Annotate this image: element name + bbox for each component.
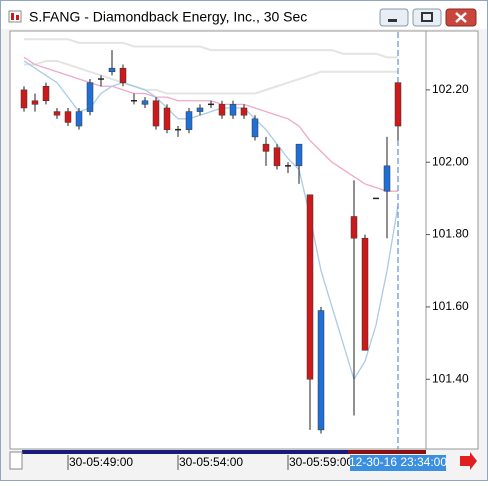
cursor-label-bg bbox=[350, 455, 446, 471]
y-tick-label: 101.80 bbox=[432, 227, 469, 241]
candle-body bbox=[273, 147, 281, 167]
app-icon bbox=[8, 10, 22, 23]
candle-body bbox=[108, 67, 116, 73]
candle-body bbox=[361, 237, 369, 351]
candle-body bbox=[86, 82, 94, 112]
y-tick-label: 102.00 bbox=[432, 154, 469, 168]
candle-body bbox=[152, 100, 160, 127]
candle-body bbox=[306, 194, 314, 380]
candle-body bbox=[383, 165, 391, 192]
y-tick-label: 101.40 bbox=[432, 371, 469, 385]
candle-body bbox=[262, 143, 270, 152]
candle-body bbox=[163, 107, 171, 130]
scroll-box[interactable] bbox=[9, 451, 23, 470]
candle-body bbox=[141, 100, 149, 105]
close-button[interactable] bbox=[445, 8, 477, 27]
candle-body bbox=[75, 111, 83, 127]
candle-body bbox=[240, 107, 248, 116]
candle-body bbox=[20, 89, 28, 109]
candle-body bbox=[394, 82, 402, 127]
candle-body bbox=[251, 118, 259, 138]
candle-body bbox=[42, 86, 50, 101]
candle-body bbox=[196, 107, 204, 112]
candle-body bbox=[64, 111, 72, 123]
window-title: S.FANG - Diamondback Energy, Inc., 30 Se… bbox=[29, 9, 307, 25]
x-tick-label: 30-05:49:00 bbox=[69, 455, 133, 469]
x-tick-label: 30-05:59:00 bbox=[289, 455, 353, 469]
x-tick-label: 30-05:54:00 bbox=[179, 455, 243, 469]
scrollbar-thumb[interactable] bbox=[22, 450, 348, 454]
indicator-line bbox=[24, 59, 398, 95]
candle-body bbox=[53, 111, 61, 116]
indicator-line bbox=[23, 60, 399, 381]
indicator-line bbox=[24, 38, 398, 59]
maximize-button[interactable] bbox=[412, 8, 442, 27]
candle-body bbox=[185, 111, 193, 130]
candle-body bbox=[350, 216, 358, 239]
candle-body bbox=[317, 310, 325, 431]
candle-body bbox=[119, 67, 127, 83]
minimize-button[interactable] bbox=[379, 8, 409, 27]
candle-body bbox=[295, 143, 303, 167]
candle-body bbox=[229, 104, 237, 116]
candle-body bbox=[218, 104, 226, 116]
y-tick-label: 101.60 bbox=[432, 299, 469, 313]
scroll-right-arrow[interactable] bbox=[460, 452, 477, 470]
cursor-label: 12-30-16 23:34:00 bbox=[349, 455, 447, 469]
candle-body bbox=[31, 100, 39, 105]
y-tick-label: 102.20 bbox=[432, 82, 469, 96]
